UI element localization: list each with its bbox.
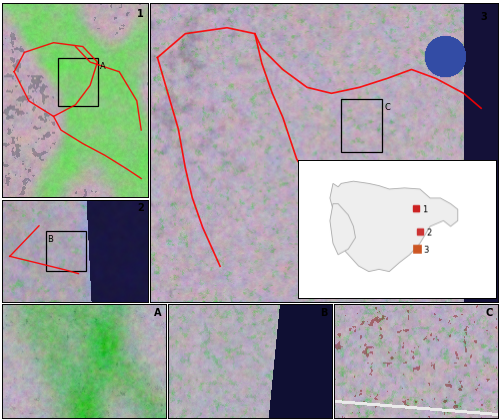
Text: 3: 3 xyxy=(481,12,488,22)
Bar xyxy=(58,58,98,106)
Text: C: C xyxy=(384,103,390,112)
Bar xyxy=(341,99,382,152)
Text: A: A xyxy=(100,62,105,71)
Text: C: C xyxy=(486,307,493,318)
Text: 1: 1 xyxy=(137,9,143,19)
Text: B: B xyxy=(320,307,327,318)
Bar xyxy=(46,231,86,271)
Text: B: B xyxy=(48,235,54,244)
Text: A: A xyxy=(154,307,161,318)
Text: 2: 2 xyxy=(137,203,143,213)
